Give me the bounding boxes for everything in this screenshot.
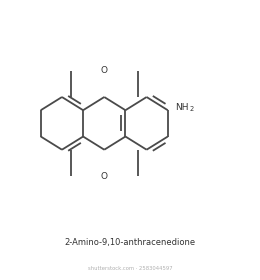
Text: O: O [101,66,108,75]
Text: 2: 2 [190,106,194,112]
Text: 2-Amino-9,10-anthracenedione: 2-Amino-9,10-anthracenedione [64,238,196,247]
Text: O: O [101,172,108,181]
Text: NH: NH [175,103,188,112]
Text: shutterstock.com · 2583044597: shutterstock.com · 2583044597 [88,266,172,271]
